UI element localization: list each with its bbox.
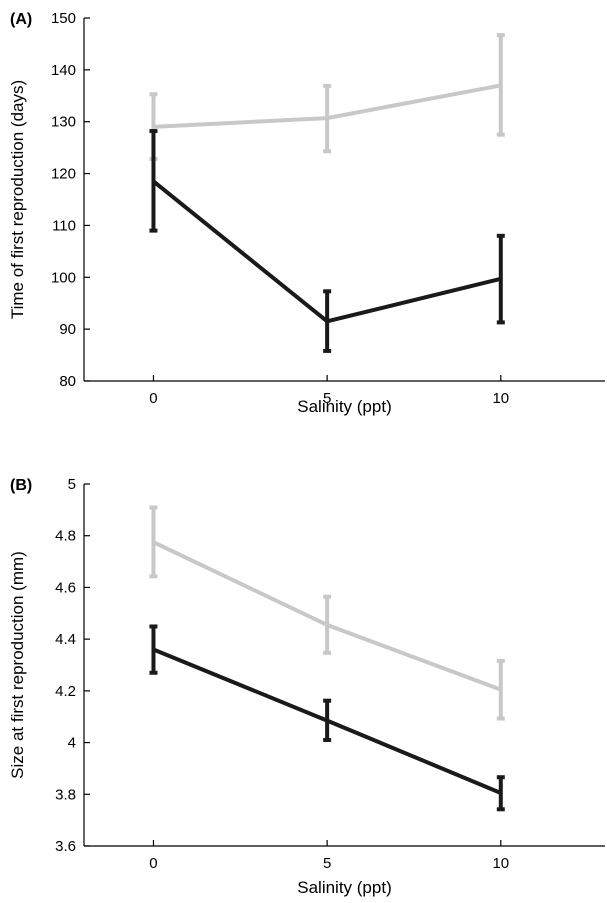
- x-axis-label: Salinity (ppt): [297, 878, 391, 897]
- y-tick-label: 5: [68, 476, 76, 493]
- series-1: [149, 505, 505, 721]
- y-tick-label: 4.2: [55, 683, 76, 700]
- chart-panel-2: 3.6 3.8 4 4.2 4.4 4.6 4.8 5 0 5 10 Salinity (ppt) Si…: [8, 476, 605, 897]
- chart-panel-1: 80 90 100 110 120 130 140 150 0 5 10 Salinity (ppt)…: [8, 10, 605, 416]
- panel-label: (A): [10, 11, 32, 28]
- series-2: [149, 624, 505, 812]
- x-axis-label: Salinity (ppt): [297, 397, 391, 416]
- x-tick-label: 0: [149, 390, 157, 407]
- y-tick-label: 80: [59, 373, 76, 390]
- x-tick-label: 0: [149, 855, 157, 872]
- x-tick-label: 5: [323, 390, 331, 407]
- y-tick-label: 110: [52, 217, 76, 234]
- y-tick-label: 4: [68, 735, 76, 752]
- x-tick-label: 5: [323, 855, 331, 872]
- y-tick-label: 4.8: [55, 528, 76, 545]
- y-tick-label: 140: [51, 62, 76, 79]
- y-tick-label: 130: [51, 114, 76, 131]
- y-axis-label: Size at first reproduction (mm): [8, 551, 27, 779]
- y-tick-label: 120: [51, 166, 76, 183]
- y-tick-label: 100: [51, 269, 76, 286]
- y-axis-label: Time of first reproduction (days): [8, 80, 27, 319]
- series-2: [149, 129, 505, 353]
- y-tick-label: 90: [59, 321, 76, 338]
- y-tick-label: 3.6: [55, 838, 76, 855]
- panel-label: (B): [10, 477, 32, 494]
- y-tick-label: 150: [51, 10, 76, 27]
- y-tick-label: 3.8: [55, 786, 76, 803]
- series-1: [149, 33, 505, 162]
- y-tick-label: 4.4: [55, 631, 76, 648]
- y-tick-label: 4.6: [55, 579, 76, 596]
- x-tick-label: 10: [492, 390, 509, 407]
- x-tick-label: 10: [492, 855, 509, 872]
